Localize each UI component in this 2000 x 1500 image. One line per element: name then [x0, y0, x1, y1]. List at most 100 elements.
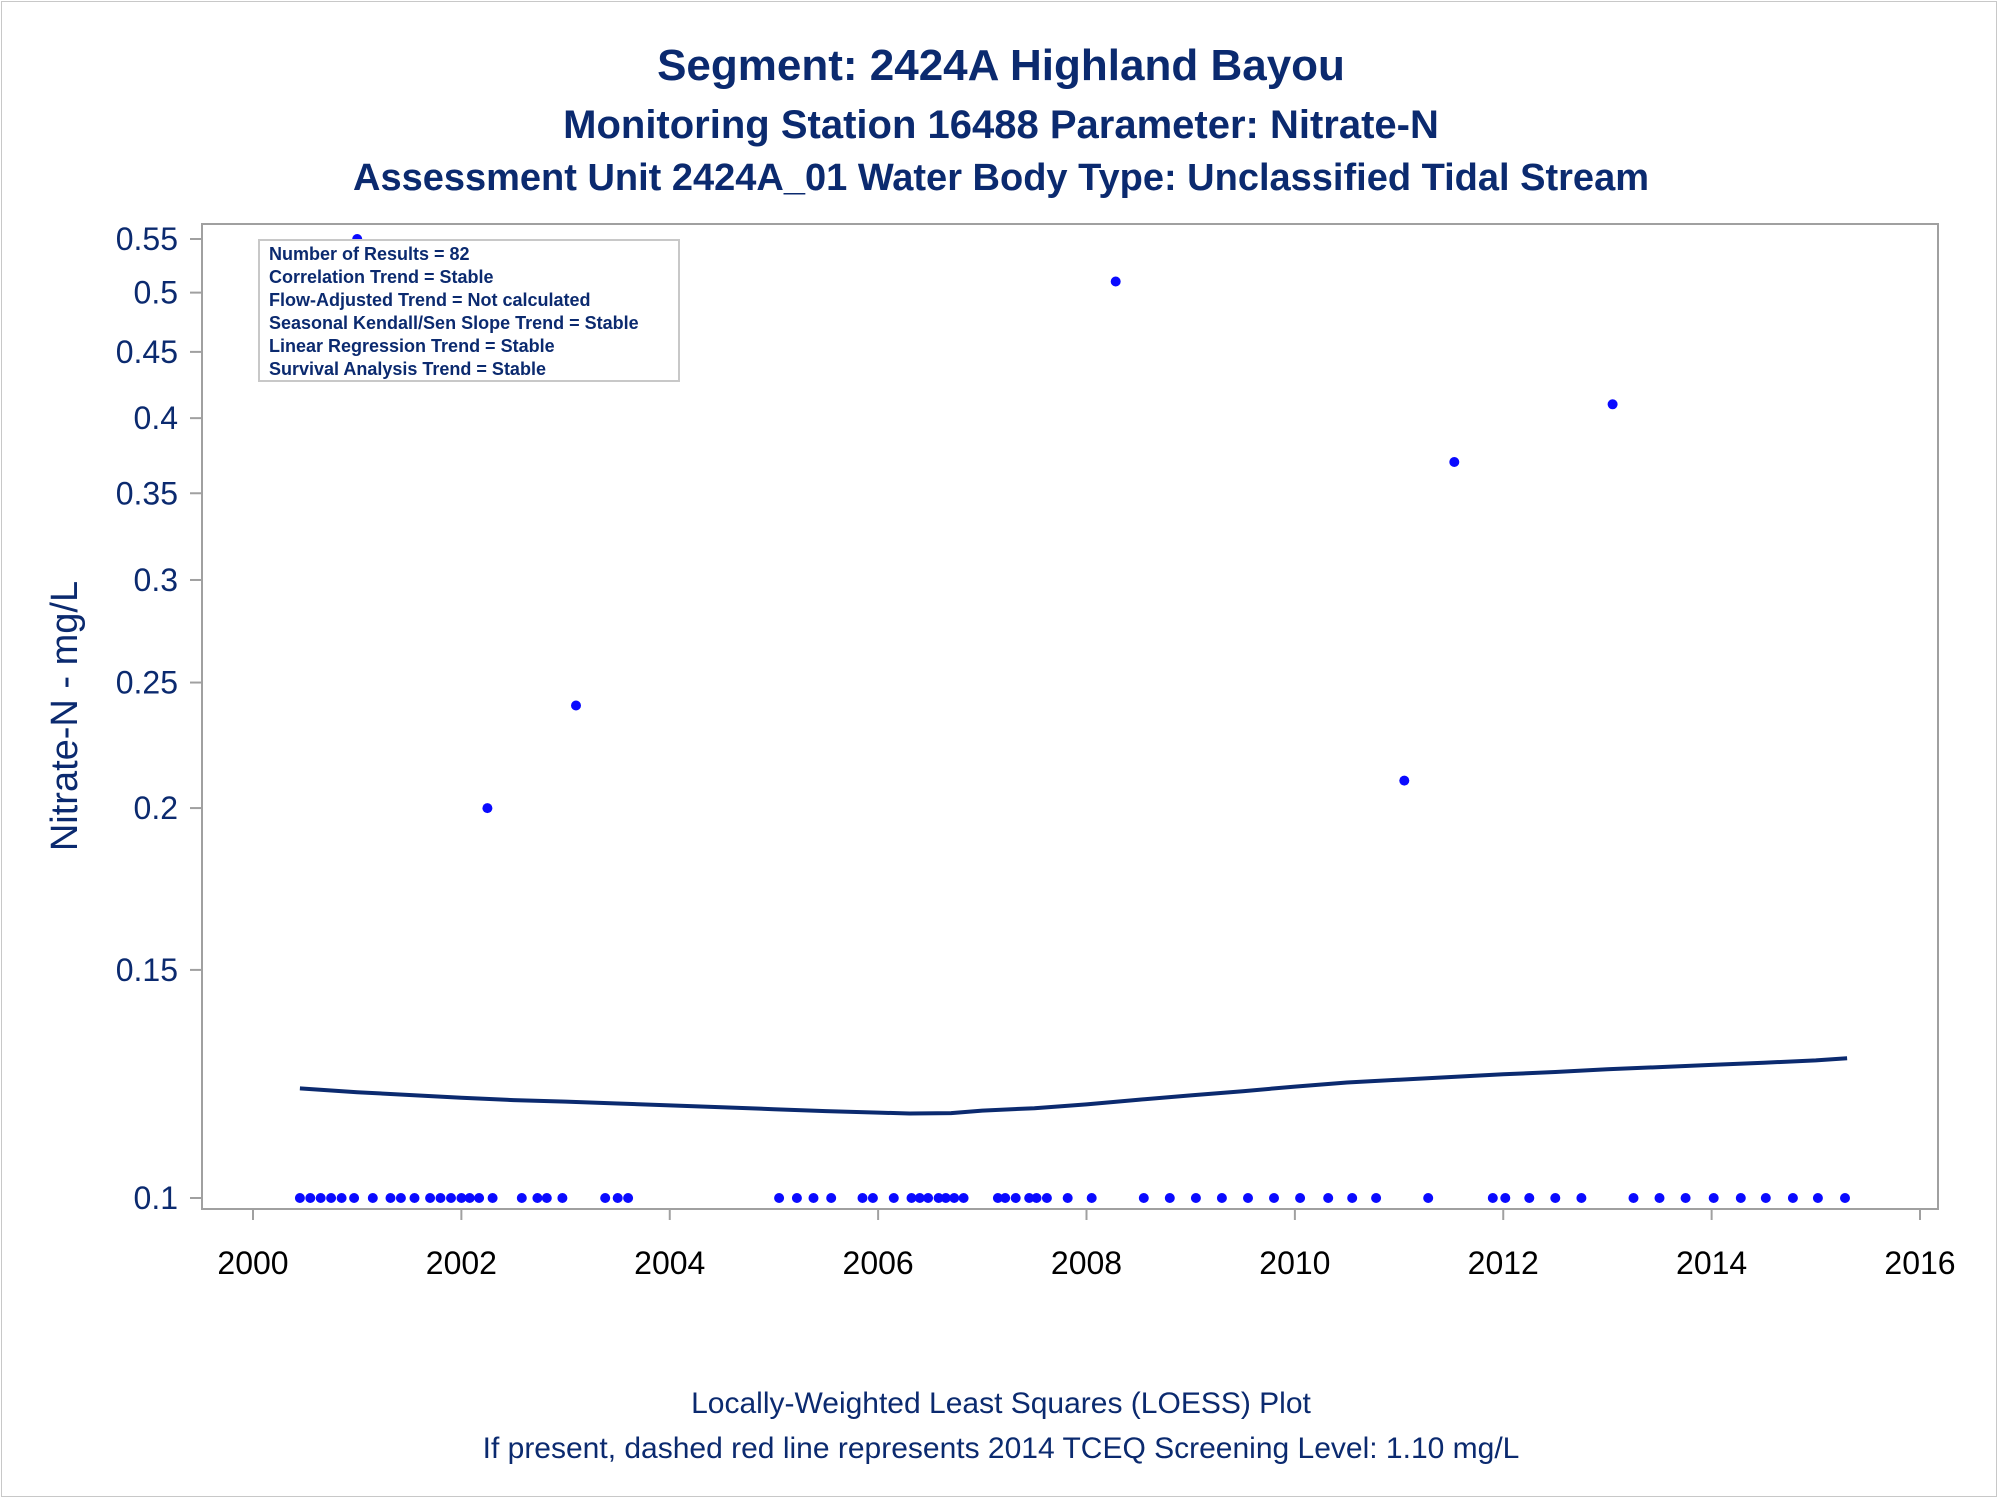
- y-tick-label: 0.2: [134, 790, 178, 826]
- data-point: [541, 1193, 552, 1203]
- data-point: [1735, 1193, 1746, 1203]
- data-point: [1607, 399, 1618, 410]
- x-tick-label: 2004: [634, 1245, 705, 1281]
- data-point: [1295, 1193, 1306, 1203]
- data-point: [1628, 1193, 1639, 1203]
- data-point: [336, 1193, 347, 1203]
- x-tick-label: 2012: [1468, 1245, 1539, 1281]
- data-point: [857, 1193, 868, 1203]
- data-point: [791, 1193, 802, 1203]
- info-seasonal-kendall-trend: Seasonal Kendall/Sen Slope Trend = Stabl…: [269, 313, 639, 333]
- y-tick-label: 0.3: [134, 562, 178, 598]
- x-tick-label: 2014: [1676, 1245, 1747, 1281]
- data-point: [385, 1193, 396, 1203]
- data-point: [600, 1193, 611, 1203]
- data-point: [1024, 1193, 1035, 1203]
- data-point: [294, 1193, 305, 1203]
- data-point: [1243, 1193, 1253, 1203]
- data-point: [623, 1193, 634, 1203]
- data-point: [1010, 1193, 1021, 1203]
- x-tick-label: 2008: [1051, 1245, 1122, 1281]
- footnote-screening-level: If present, dashed red line represents 2…: [483, 1432, 1520, 1465]
- data-point: [1576, 1193, 1587, 1203]
- data-point: [487, 1193, 498, 1203]
- data-point: [1041, 1193, 1052, 1203]
- data-point: [1449, 457, 1460, 467]
- x-tick-label: 2006: [843, 1245, 914, 1281]
- info-flow-adjusted-trend: Flow-Adjusted Trend = Not calculated: [269, 290, 591, 310]
- data-point: [1487, 1193, 1498, 1203]
- data-point: [933, 1193, 944, 1203]
- y-tick-label: 0.4: [134, 400, 178, 436]
- data-point: [1708, 1193, 1719, 1203]
- info-linear-regression-trend: Linear Regression Trend = Stable: [269, 336, 555, 356]
- y-tick-label: 0.15: [116, 952, 178, 988]
- x-tick-label: 2002: [426, 1245, 497, 1281]
- data-point: [826, 1193, 837, 1203]
- info-number-of-results: Number of Results = 82: [269, 244, 470, 264]
- data-point: [1423, 1193, 1434, 1203]
- data-point: [1840, 1193, 1850, 1203]
- data-point: [571, 700, 581, 711]
- data-point: [1031, 1193, 1042, 1203]
- data-points-layer: [294, 234, 1850, 1203]
- y-tick-label: 0.25: [116, 665, 178, 701]
- data-point: [1110, 276, 1121, 287]
- data-point: [867, 1193, 878, 1203]
- data-point: [1190, 1193, 1201, 1203]
- x-tick-label: 2016: [1884, 1245, 1955, 1281]
- data-point: [435, 1193, 446, 1203]
- data-point: [367, 1193, 378, 1203]
- data-point: [1138, 1193, 1149, 1203]
- data-point: [958, 1193, 969, 1203]
- data-point: [1812, 1193, 1823, 1203]
- loess-line: [299, 1056, 1848, 1116]
- data-point: [1760, 1193, 1771, 1203]
- info-box-frame: [258, 239, 680, 382]
- loess-curve-layer: [299, 1056, 1848, 1116]
- data-point: [516, 1193, 527, 1203]
- data-point: [326, 1193, 337, 1203]
- data-point: [395, 1193, 406, 1203]
- chart-title: Segment: 2424A Highland Bayou: [657, 41, 1345, 90]
- data-point: [425, 1193, 436, 1203]
- data-point: [992, 1193, 1003, 1203]
- data-point: [1399, 775, 1410, 786]
- x-tick-label: 2010: [1259, 1245, 1330, 1281]
- data-point: [923, 1193, 934, 1203]
- data-point: [949, 1193, 960, 1203]
- data-point: [774, 1193, 785, 1203]
- data-point: [1323, 1193, 1334, 1203]
- data-point: [1500, 1193, 1511, 1203]
- data-point: [1680, 1193, 1691, 1203]
- data-point: [1524, 1193, 1535, 1203]
- y-tick-label: 0.5: [134, 275, 178, 311]
- data-point: [1371, 1193, 1382, 1203]
- data-point: [409, 1193, 420, 1203]
- data-point: [1787, 1193, 1798, 1203]
- data-point: [482, 803, 493, 814]
- y-axis-label: Nitrate-N - mg/L: [44, 581, 86, 851]
- chart-subtitle-station: Monitoring Station 16488 Parameter: Nitr…: [563, 103, 1439, 147]
- data-point: [349, 1193, 360, 1203]
- data-point: [1062, 1193, 1073, 1203]
- data-point: [1269, 1193, 1279, 1203]
- y-tick-label: 0.55: [116, 221, 178, 257]
- info-correlation-trend: Correlation Trend = Stable: [269, 267, 494, 287]
- data-point: [474, 1193, 485, 1203]
- data-point: [1086, 1193, 1097, 1203]
- footnote-loess: Locally-Weighted Least Squares (LOESS) P…: [691, 1387, 1311, 1420]
- data-point: [557, 1193, 568, 1203]
- info-survival-analysis-trend: Survival Analysis Trend = Stable: [269, 359, 546, 379]
- data-point: [532, 1193, 543, 1203]
- data-point: [906, 1193, 917, 1203]
- data-point: [808, 1193, 819, 1203]
- data-point: [464, 1193, 475, 1203]
- y-tick-label: 0.1: [134, 1180, 178, 1216]
- data-point: [888, 1193, 899, 1203]
- data-point: [1000, 1193, 1011, 1203]
- data-point: [315, 1193, 326, 1203]
- y-axis: 0.1 0.15 0.2 0.25 0.3 0.35 0.4 0.45 0.5 0.55: [116, 221, 203, 1216]
